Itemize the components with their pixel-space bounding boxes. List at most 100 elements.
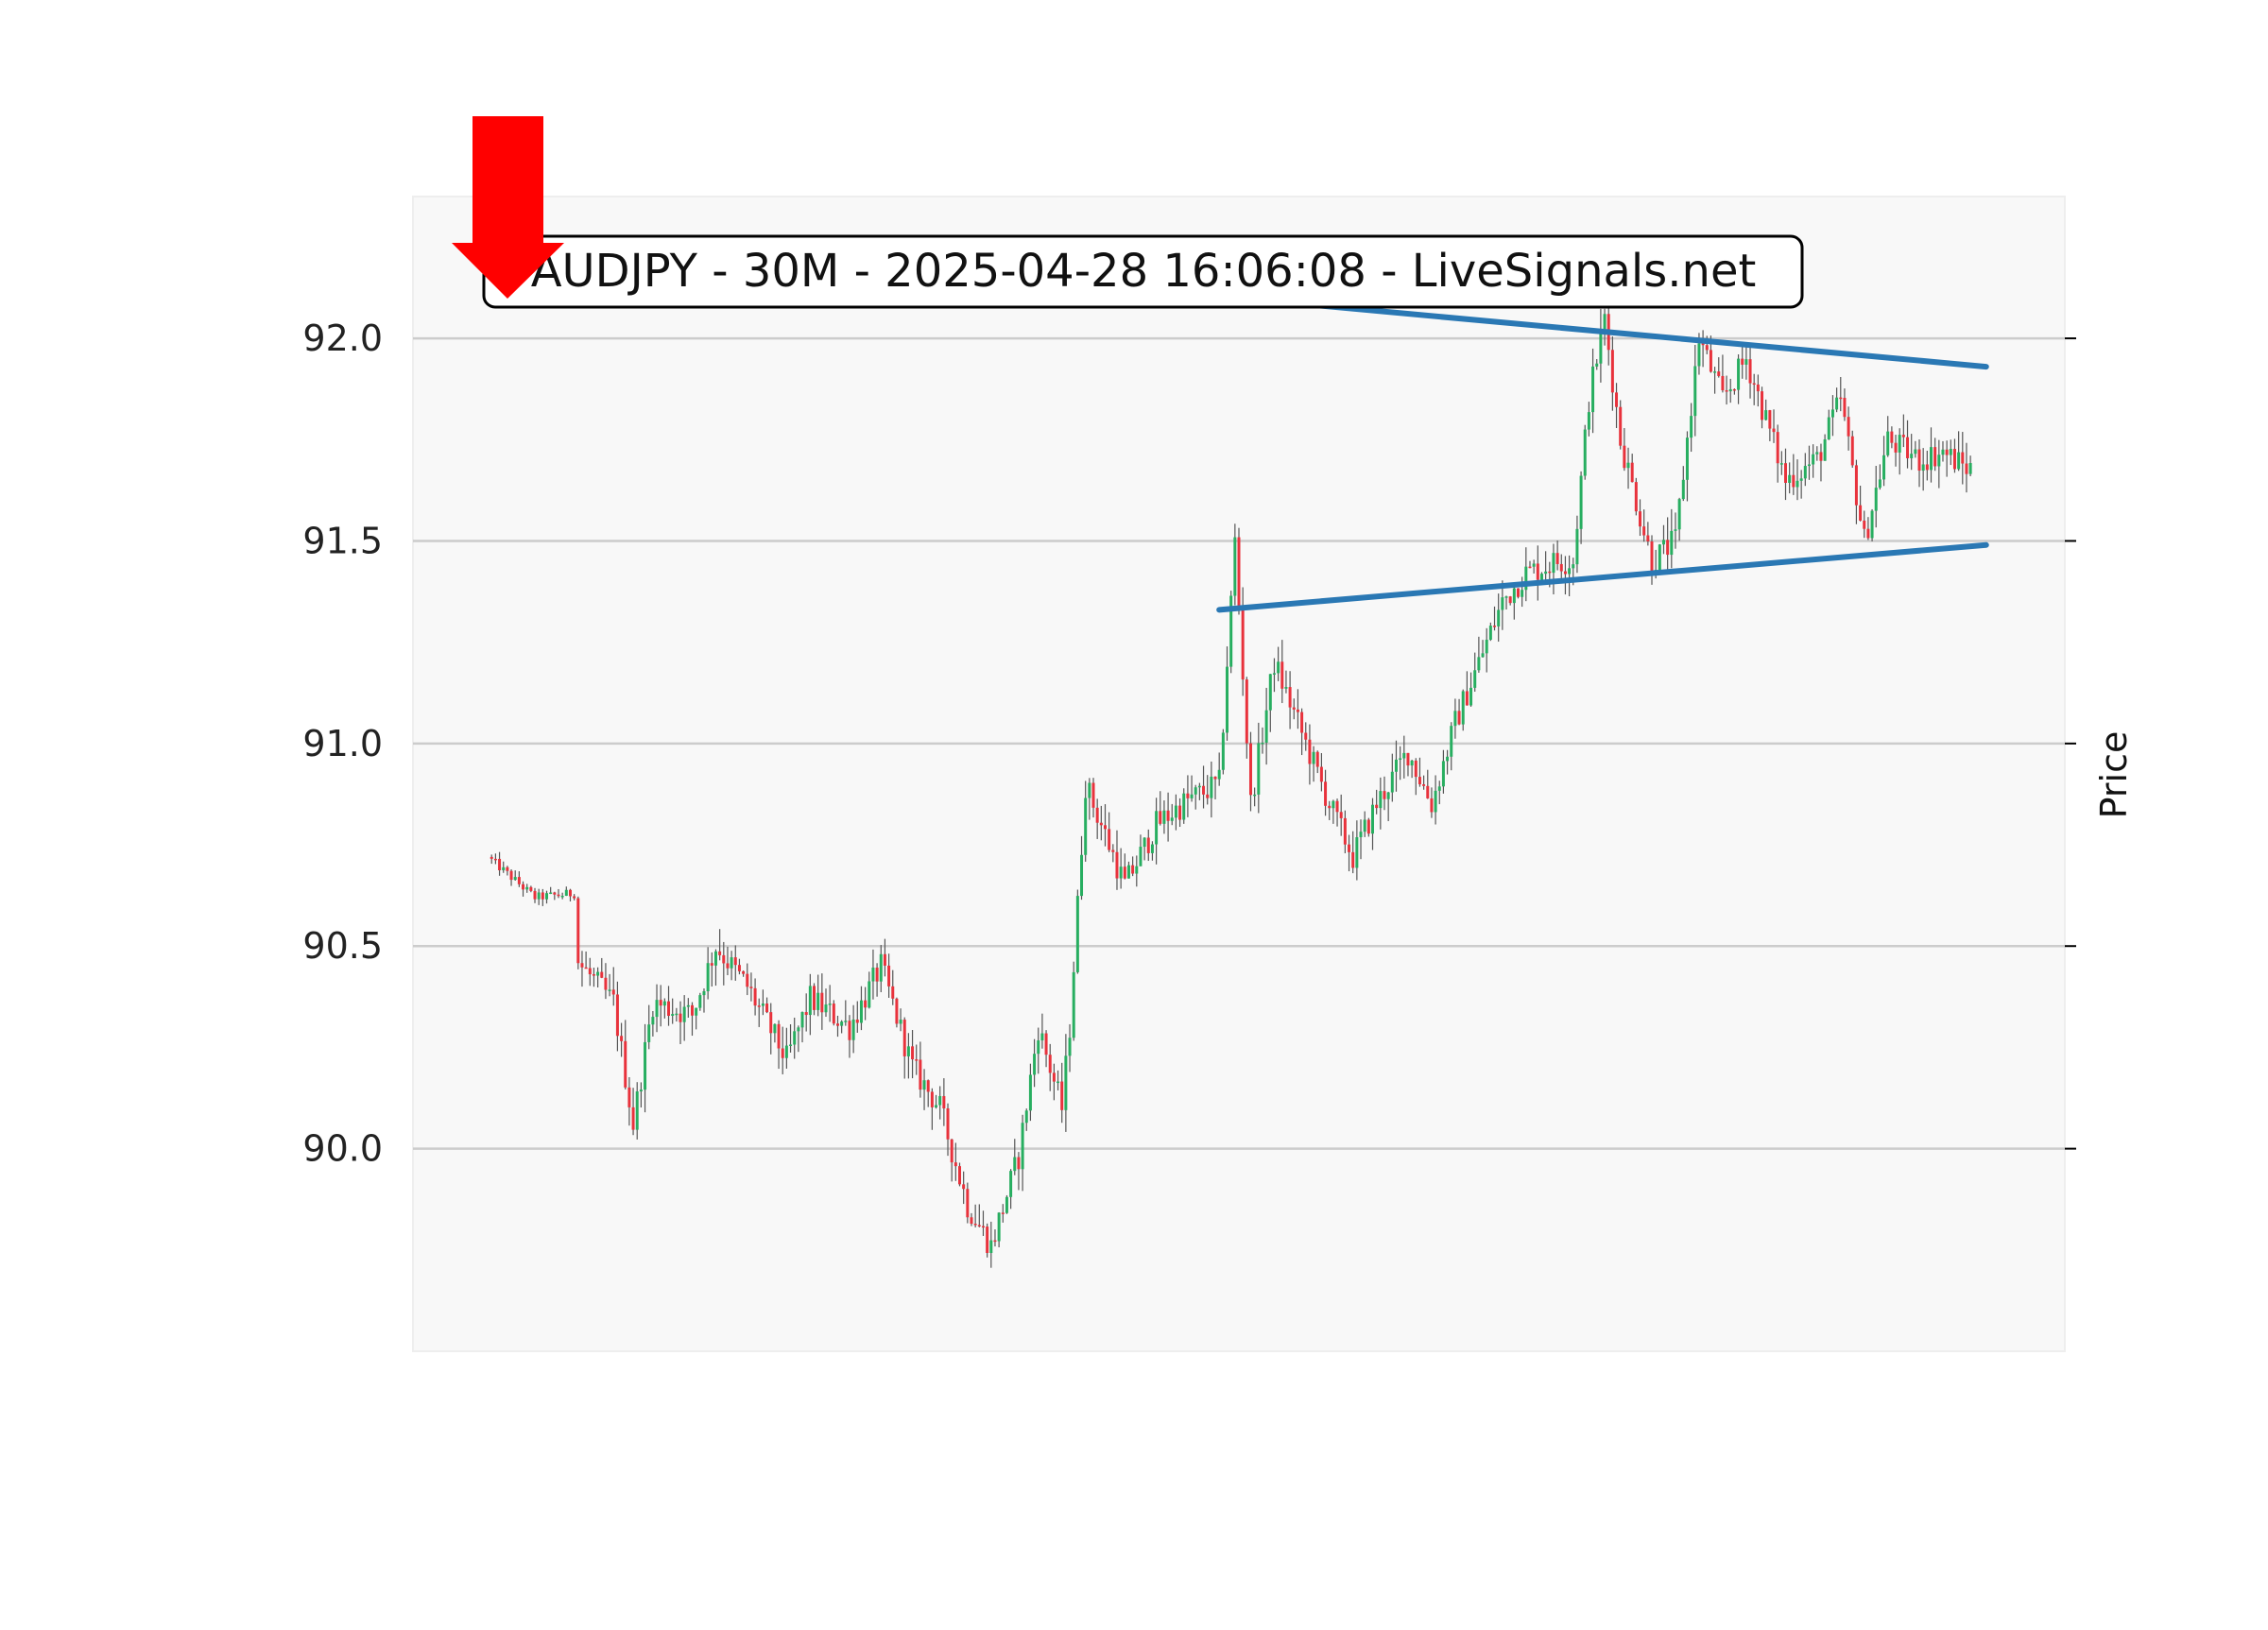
candle-body <box>713 951 717 966</box>
candle-body <box>962 1184 966 1190</box>
candle <box>765 997 769 1014</box>
candle <box>1394 740 1398 792</box>
candle <box>541 888 544 906</box>
candle-body <box>655 1000 659 1018</box>
candle-body <box>1768 410 1772 429</box>
candle-body <box>986 1227 989 1253</box>
candle <box>695 1007 698 1030</box>
y-tick-label: 90.0 <box>302 1128 383 1170</box>
candle <box>1115 830 1119 890</box>
candle-body <box>1190 794 1194 798</box>
candle-body <box>1910 454 1914 458</box>
candle <box>675 1007 679 1022</box>
candle-body <box>1677 499 1681 530</box>
candle-body <box>781 1048 784 1058</box>
candle-body <box>1591 366 1595 413</box>
candle-body <box>1693 366 1697 417</box>
candle-body <box>875 967 879 982</box>
candle-body <box>1131 865 1135 874</box>
candle-body <box>1847 417 1850 437</box>
support-trendline <box>1216 541 1989 613</box>
candle-body <box>647 1024 651 1042</box>
candle-body <box>1394 759 1398 772</box>
candle <box>624 1020 627 1090</box>
candle <box>1630 454 1634 483</box>
candle <box>1159 791 1162 826</box>
candle <box>537 888 541 905</box>
candle-body <box>525 886 529 890</box>
candle-body <box>675 1013 679 1016</box>
candle-body <box>820 992 824 1013</box>
candle <box>1075 889 1079 974</box>
candle <box>1721 354 1725 393</box>
candle-body <box>835 1023 839 1026</box>
candle <box>1418 757 1421 787</box>
candle <box>962 1171 966 1205</box>
candle-body <box>1292 707 1296 710</box>
candle <box>1965 442 1968 493</box>
candle <box>1929 427 1933 483</box>
candle <box>1728 378 1732 403</box>
candle-body <box>1261 742 1264 745</box>
candle <box>651 1010 655 1037</box>
candle-body <box>757 1005 761 1007</box>
candle <box>1642 509 1646 542</box>
candle-body <box>706 963 710 992</box>
candle-body <box>627 1087 631 1107</box>
candle <box>1485 627 1488 673</box>
candle-body <box>1815 452 1819 455</box>
candle <box>1213 776 1217 799</box>
candle <box>1792 454 1796 495</box>
candle <box>576 896 580 969</box>
candle-body <box>1312 751 1315 764</box>
candle <box>1366 817 1370 837</box>
candle <box>513 870 517 881</box>
candle <box>580 951 584 987</box>
candle-body <box>1485 640 1488 654</box>
candle-body <box>522 884 525 890</box>
candle-body <box>1595 363 1599 367</box>
down-arrow-icon <box>452 116 564 299</box>
candle <box>954 1142 957 1181</box>
candle-body <box>1619 406 1623 446</box>
candle <box>1453 698 1457 739</box>
candle <box>906 1033 910 1079</box>
candle <box>919 1041 922 1098</box>
candle-body <box>679 1013 682 1022</box>
candle <box>1437 781 1441 805</box>
candle-body <box>1453 711 1457 727</box>
chart-title: AUDJPY - 30M - 2025-04-28 16:06:08 - Liv… <box>482 234 1804 309</box>
candle-body <box>730 957 733 969</box>
candle-body <box>1379 791 1383 809</box>
candle <box>1658 543 1661 572</box>
candle-body <box>1863 520 1866 529</box>
candle-body <box>1288 687 1292 708</box>
candle <box>1874 466 1878 528</box>
candle <box>1099 805 1103 841</box>
plot-area-background <box>412 196 2066 1352</box>
candle-body <box>1599 330 1603 364</box>
candle <box>1713 367 1717 394</box>
candle-body <box>989 1240 993 1253</box>
candle-body <box>1929 447 1933 471</box>
candle <box>1359 819 1363 860</box>
candle <box>1221 729 1225 775</box>
candle-body <box>560 895 564 898</box>
candle-body <box>1501 597 1504 610</box>
candle-body <box>1441 761 1445 787</box>
candle <box>1776 424 1779 483</box>
candle-body <box>1213 776 1217 780</box>
candle-body <box>1210 776 1213 798</box>
candle <box>1803 453 1807 487</box>
candle-body <box>1406 752 1410 766</box>
candle-body <box>765 1004 769 1013</box>
candle <box>1552 543 1555 595</box>
candle-body <box>1064 1055 1068 1110</box>
down-arrow-shaft <box>472 116 543 244</box>
candle-body <box>899 1020 902 1024</box>
candle-body <box>879 953 883 982</box>
candle-body <box>789 1044 793 1046</box>
candle-body <box>541 892 544 900</box>
candle <box>1064 1034 1068 1132</box>
candle-body <box>864 1000 868 1008</box>
